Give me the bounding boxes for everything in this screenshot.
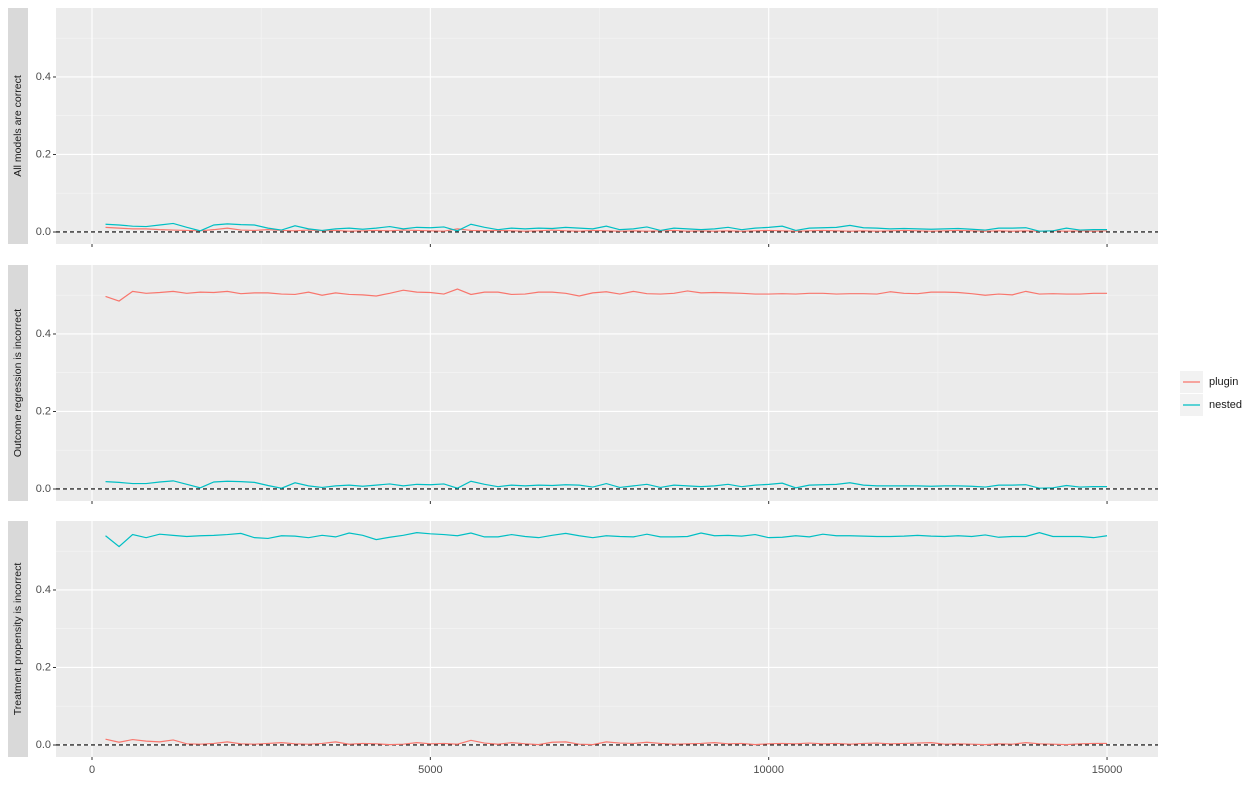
- y-tick-label: 0.0: [36, 226, 51, 238]
- x-tick-label: 5000: [418, 764, 442, 776]
- series-line: [105, 226, 1108, 232]
- series-line: [105, 532, 1108, 548]
- panel-background: [56, 8, 1158, 244]
- y-tick-label: 0.0: [36, 739, 51, 751]
- series-line: [105, 738, 1108, 746]
- x-tick-label: 10000: [753, 764, 784, 776]
- x-tick-label: 0: [89, 764, 95, 776]
- legend-label: plugin: [1209, 376, 1238, 388]
- legend-label: nested: [1209, 399, 1242, 411]
- series-line: [105, 480, 1108, 489]
- series-line: [105, 288, 1108, 302]
- panel-background: [56, 265, 1158, 501]
- y-tick-label: 0.2: [36, 661, 51, 673]
- panel-background: [56, 521, 1158, 757]
- y-tick-label: 0.2: [36, 148, 51, 160]
- strip-background: [8, 265, 28, 501]
- y-tick-label: 0.2: [36, 405, 51, 417]
- strip-background: [8, 521, 28, 757]
- y-tick-label: 0.4: [36, 328, 51, 340]
- series-line: [105, 222, 1108, 232]
- y-tick-label: 0.4: [36, 71, 51, 83]
- strip-background: [8, 8, 28, 244]
- x-tick-label: 15000: [1092, 764, 1123, 776]
- y-tick-label: 0.4: [36, 584, 51, 596]
- strip-label: All models are correct: [12, 75, 24, 177]
- strip-label: Outcome regression is incorrect: [12, 309, 24, 457]
- strip-label: Treatment propensity is incorrect: [12, 563, 24, 716]
- y-tick-label: 0.0: [36, 483, 51, 495]
